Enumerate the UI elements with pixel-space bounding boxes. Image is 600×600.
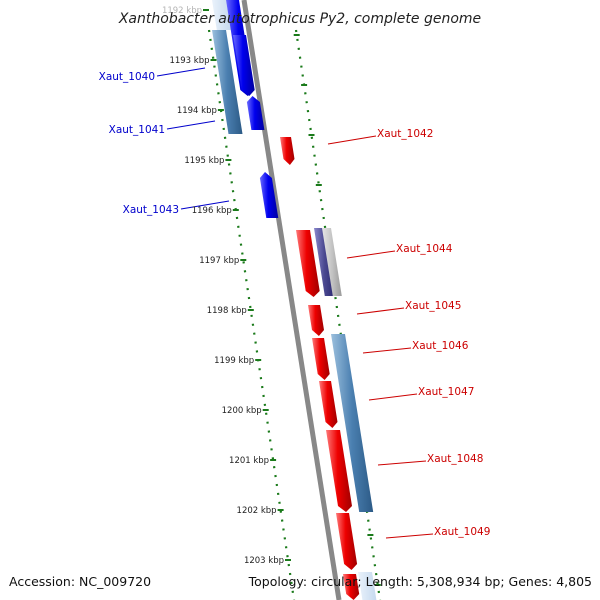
cds-band — [358, 572, 377, 600]
gene-label: Xaut_1047 — [418, 386, 474, 398]
gene-arrow — [246, 96, 265, 130]
cds-band — [212, 30, 243, 134]
label-leader — [156, 67, 206, 77]
label-leader — [385, 533, 434, 539]
gene-label: Xaut_1041 — [109, 124, 165, 136]
cds-band — [212, 0, 231, 30]
gene-arrow — [336, 513, 358, 570]
gene-label: Xaut_1046 — [412, 340, 469, 352]
kbp-label: 1192 kbp — [162, 6, 202, 16]
kbp-label: 1193 kbp — [169, 56, 209, 66]
cds-band — [322, 228, 342, 296]
gene-arrows — [226, 0, 360, 600]
gene-label: Xaut_1045 — [405, 300, 461, 312]
label-leader — [356, 307, 405, 315]
genome-backbone — [241, 0, 342, 600]
kbp-label: 1195 kbp — [184, 156, 224, 166]
kbp-label: 1201 kbp — [229, 456, 269, 466]
label-leader — [166, 120, 216, 130]
kbp-label: 1203 kbp — [244, 556, 284, 566]
kbp-label: 1202 kbp — [237, 506, 277, 516]
gene-arrow — [233, 35, 255, 96]
kbp-label: 1194 kbp — [177, 106, 217, 116]
label-leader — [368, 393, 418, 401]
label-leader — [180, 200, 230, 210]
gene-label: Xaut_1048 — [427, 453, 483, 465]
gene-arrow — [259, 172, 279, 218]
kbp-label: 1196 kbp — [192, 206, 232, 216]
topology-text: Topology: circular; Length: 5,308,934 bp… — [248, 574, 592, 589]
gene-labels: Xaut_1040 Xaut_1041 Xaut_1043 Xaut_1042 Xaut… — [99, 71, 491, 538]
outer-tick-ring — [294, 29, 382, 600]
label-leader — [377, 460, 427, 466]
gene-label: Xaut_1044 — [396, 243, 453, 255]
gene-arrow — [343, 574, 360, 600]
kbp-label: 1200 kbp — [222, 406, 262, 416]
gene-arrow — [296, 230, 320, 297]
map-title: Xanthobacter autotrophicus Py2, complete… — [118, 11, 481, 27]
accession-text: Accession: NC_009720 — [9, 574, 152, 589]
label-leader — [362, 347, 412, 354]
kbp-label: 1198 kbp — [207, 306, 247, 316]
gene-label: Xaut_1049 — [434, 526, 490, 538]
kbp-label: 1197 kbp — [199, 256, 239, 266]
inner-tick-ring — [207, 29, 296, 600]
label-leader — [327, 135, 377, 145]
gene-label: Xaut_1040 — [99, 71, 155, 83]
cds-band — [331, 334, 374, 512]
kbp-scale-labels: 1192 kbp 1193 kbp 1194 kbp 1195 kbp 1196 kbp… — [162, 6, 284, 566]
gene-label: Xaut_1042 — [377, 128, 433, 140]
gene-arrow — [308, 305, 324, 336]
gene-arrow — [319, 381, 338, 428]
label-leaders — [156, 67, 434, 539]
gene-arrow — [326, 430, 352, 512]
gene-label: Xaut_1043 — [123, 204, 179, 216]
label-leader — [346, 250, 396, 259]
gene-arrow — [312, 338, 330, 380]
cds-band — [314, 228, 335, 296]
cds-bands — [212, 0, 377, 600]
kbp-label: 1199 kbp — [214, 356, 254, 366]
gene-arrow — [280, 137, 295, 165]
